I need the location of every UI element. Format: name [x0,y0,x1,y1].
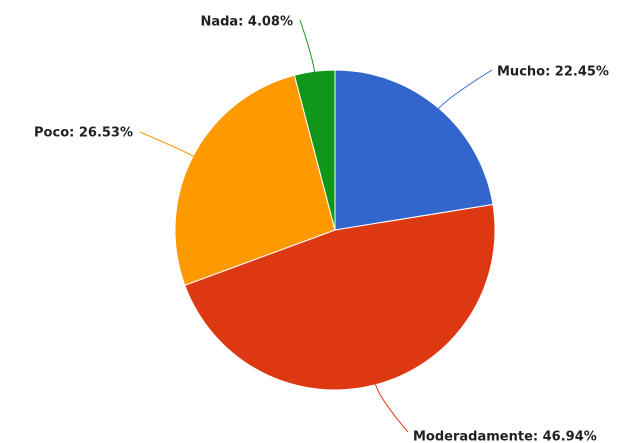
data-label: Nada: 4.08% [200,15,293,30]
data-label: Moderadamente: 46.94% [413,430,597,443]
data-label: Poco: 26.53% [34,126,133,141]
pie-slice [334,69,494,231]
leader-line [139,131,196,158]
leader-line [299,19,316,74]
data-label: Mucho: 22.45% [497,65,609,80]
leader-line [374,382,409,433]
leader-line [437,69,493,111]
